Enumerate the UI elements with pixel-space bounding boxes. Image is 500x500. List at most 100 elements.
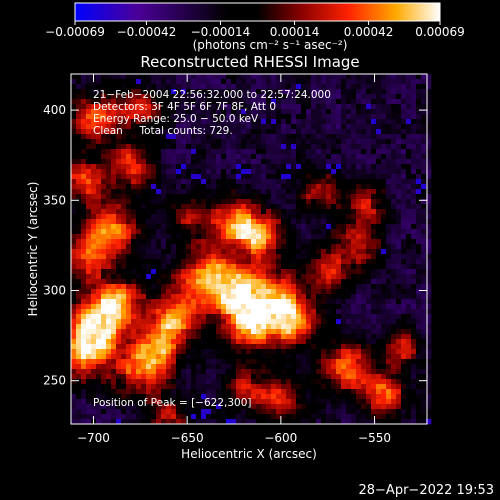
heatmap-cell [71,249,77,255]
heatmap-cell [86,134,92,140]
heatmap-cell [291,229,297,235]
heatmap-cell [311,159,317,165]
heatmap-cell [131,74,137,80]
heatmap-cell [401,374,407,380]
heatmap-cell [86,399,92,405]
heatmap-cell [86,169,92,175]
heatmap-cell [96,134,102,140]
heatmap-cell [106,274,112,280]
heatmap-cell [381,314,387,320]
heatmap-cell [411,104,417,110]
heatmap-cell [126,364,132,370]
heatmap-cell [136,164,142,170]
heatmap-cell [76,144,82,150]
heatmap-cell [121,374,127,380]
heatmap-cell [356,289,362,295]
heatmap-cell [81,339,87,345]
heatmap-cell [216,189,222,195]
heatmap-cell [351,144,357,150]
heatmap-cell [336,314,342,320]
heatmap-cell [226,114,232,120]
heatmap-cell [81,149,87,155]
heatmap-cell [146,339,152,345]
heatmap-cell [161,319,167,325]
heatmap-cell [76,354,82,360]
heatmap-cell [216,129,222,135]
heatmap-cell [286,314,292,320]
heatmap-cell [356,254,362,260]
heatmap-cell [376,74,382,80]
heatmap-cell [91,279,97,285]
heatmap-cell [281,259,287,265]
heatmap-cell [156,259,162,265]
heatmap-cell [296,379,302,385]
heatmap-cell [221,174,227,180]
heatmap-cell [301,299,307,305]
heatmap-cell [386,409,392,415]
heatmap-cell [351,204,357,210]
heatmap-cell [301,224,307,230]
heatmap-cell [421,119,427,125]
heatmap-cell [301,289,307,295]
heatmap-cell [276,209,282,215]
heatmap-cell [161,154,167,160]
heatmap-cell [226,334,232,340]
heatmap-cell [121,399,127,405]
heatmap-cell [216,349,222,355]
heatmap-cell [181,409,187,415]
heatmap-cell [291,179,297,185]
heatmap-cell [391,219,397,225]
heatmap-cell [396,224,402,230]
heatmap-cell [311,394,317,400]
heatmap-cell [421,184,427,190]
heatmap-cell [111,349,117,355]
heatmap-cell [166,129,172,135]
heatmap-cell [411,134,417,140]
heatmap-cell [206,219,212,225]
heatmap-cell [301,329,307,335]
heatmap-cell [346,329,352,335]
heatmap-cell [356,179,362,185]
heatmap-cell [396,219,402,225]
heatmap-cell [206,344,212,350]
heatmap-cell [321,234,327,240]
heatmap-cell [236,94,242,100]
heatmap-cell [421,319,427,325]
heatmap-cell [141,149,147,155]
heatmap-cell [126,239,132,245]
heatmap-cell [426,359,432,365]
heatmap-cell [106,74,112,80]
heatmap-cell [126,354,132,360]
heatmap-cell [91,94,97,100]
heatmap-cell [191,279,197,285]
heatmap-cell [281,174,287,180]
heatmap-cell [276,189,282,195]
heatmap-cell [416,229,422,235]
heatmap-cell [191,374,197,380]
heatmap-cell [376,364,382,370]
heatmap-cell [391,114,397,120]
heatmap-cell [101,164,107,170]
heatmap-cell [381,374,387,380]
heatmap-cell [406,379,412,385]
heatmap-cell [191,274,197,280]
heatmap-cell [121,144,127,150]
heatmap-cell [376,99,382,105]
heatmap-cell [186,99,192,105]
heatmap-cell [306,319,312,325]
heatmap-cell [261,144,267,150]
heatmap-cell [231,114,237,120]
heatmap-cell [231,344,237,350]
heatmap-cell [316,279,322,285]
heatmap-cell [196,269,202,275]
heatmap-cell [406,289,412,295]
heatmap-cell [166,269,172,275]
heatmap-cell [391,154,397,160]
heatmap-cell [156,244,162,250]
heatmap-cell [76,264,82,270]
heatmap-cell [276,164,282,170]
heatmap-cell [296,199,302,205]
heatmap-cell [261,289,267,295]
heatmap-cell [181,94,187,100]
heatmap-cell [166,354,172,360]
